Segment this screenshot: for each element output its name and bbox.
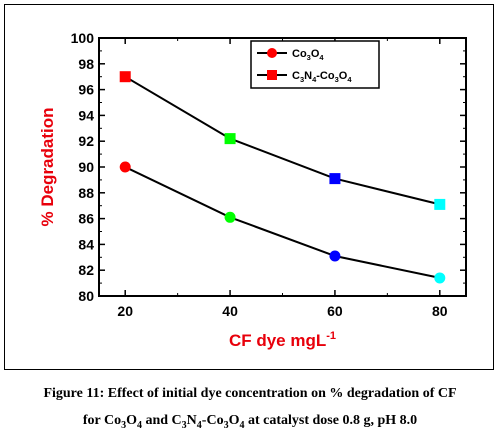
x-axis-title: CF dye mgL-1 <box>229 330 336 350</box>
y-tick-label: 84 <box>78 236 94 252</box>
data-point-square <box>329 173 341 185</box>
y-tick-label: 86 <box>78 211 94 227</box>
data-point-square <box>224 133 236 145</box>
y-tick-label: 98 <box>78 56 94 72</box>
caption-line-1: Figure 11: Effect of initial dye concent… <box>43 386 457 401</box>
y-tick-label: 88 <box>78 185 94 201</box>
legend-marker-square <box>267 70 277 80</box>
data-point-square <box>119 71 131 83</box>
legend-marker-circle <box>267 48 277 58</box>
y-tick-label: 80 <box>78 288 94 304</box>
caption-line-2: for Co3O4 and C3N4-Co3O4 at catalyst dos… <box>82 413 418 431</box>
y-tick-label: 94 <box>78 107 94 123</box>
legend-label-2: C3N4-Co3O4 <box>292 70 352 84</box>
x-tick-label: 40 <box>222 303 238 319</box>
y-tick-label: 90 <box>78 159 94 175</box>
line-chart: 80 82 84 86 88 90 92 94 96 98 100 20 40 60 80 Co3O4 C3N… <box>38 30 467 350</box>
series-lines <box>124 75 441 279</box>
y-tick-label: 96 <box>78 82 94 98</box>
legend-label-1: Co3O4 <box>292 48 324 62</box>
data-point-circle <box>329 250 341 262</box>
y-axis-title: % Degradation <box>38 107 57 226</box>
axes: 80 82 84 86 88 90 92 94 96 98 100 20 40 60 80 <box>71 30 467 319</box>
figure-caption: Figure 11: Effect of initial dye concent… <box>0 380 500 439</box>
x-tick-label: 20 <box>117 303 133 319</box>
y-tick-label: 82 <box>78 262 94 278</box>
data-point-circle <box>119 161 131 173</box>
x-tick-label: 80 <box>432 303 448 319</box>
chart-frame <box>4 4 494 370</box>
legend: Co3O4 C3N4-Co3O4 <box>250 40 380 89</box>
data-point-circle <box>434 272 446 284</box>
data-points <box>119 71 446 284</box>
data-point-square <box>434 198 446 210</box>
data-point-circle <box>224 211 236 223</box>
series-line-2 <box>124 75 441 206</box>
y-tick-label: 100 <box>71 30 95 46</box>
y-tick-label: 92 <box>78 133 94 149</box>
x-tick-label: 60 <box>327 303 343 319</box>
axis-titles: % Degradation CF dye mgL-1 <box>38 107 336 350</box>
series-line-1 <box>124 166 441 279</box>
